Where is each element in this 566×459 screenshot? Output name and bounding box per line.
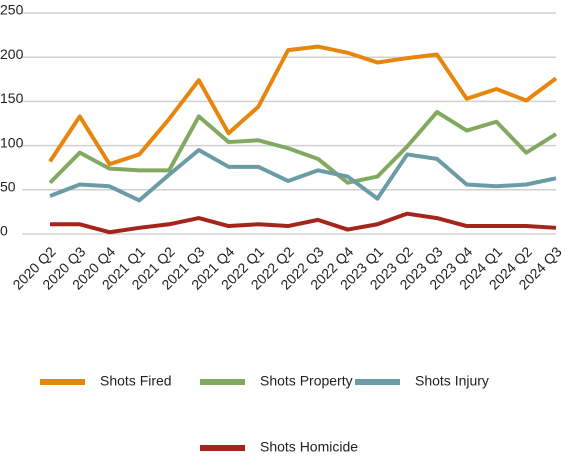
legend-label: Shots Injury <box>415 373 489 389</box>
y-tick-label: 250 <box>0 2 24 18</box>
series-line <box>49 148 557 203</box>
y-tick-label: 200 <box>0 46 24 62</box>
legend-label: Shots Homicide <box>260 439 358 455</box>
series-line <box>50 211 557 235</box>
legend-label: Shots Fired <box>100 373 172 389</box>
y-tick-label: 0 <box>0 223 8 239</box>
y-tick-label: 100 <box>0 134 24 150</box>
series-line <box>48 110 558 185</box>
legend-label: Shots Property <box>260 373 353 389</box>
y-tick-label: 150 <box>0 90 24 106</box>
y-tick-label: 50 <box>0 179 16 195</box>
series-line <box>48 44 558 167</box>
